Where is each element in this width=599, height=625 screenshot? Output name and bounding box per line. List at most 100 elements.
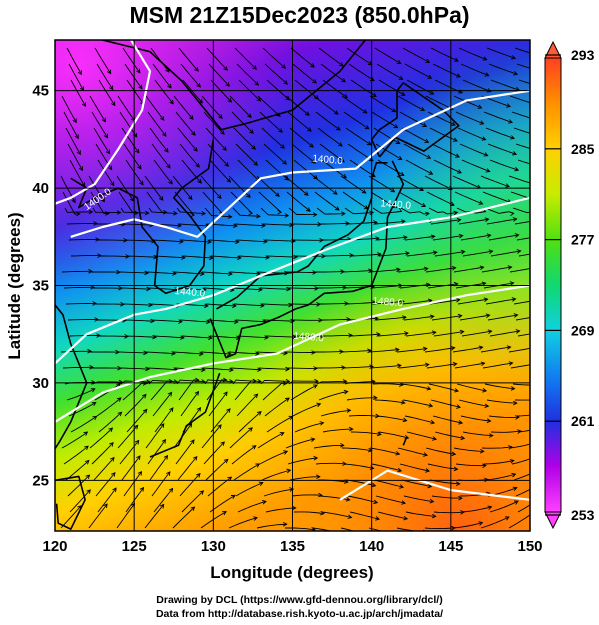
streamline	[144, 351, 176, 355]
streamline	[150, 380, 173, 401]
streamline	[200, 351, 231, 355]
streamline	[482, 191, 512, 203]
streamline	[457, 298, 488, 305]
streamline-arrow	[222, 377, 228, 383]
streamline	[230, 367, 261, 371]
streamline	[516, 237, 530, 241]
streamline-arrow	[316, 402, 322, 408]
streamline-arrow	[511, 55, 517, 60]
streamline-arrow	[256, 97, 262, 102]
streamline	[397, 95, 425, 111]
streamline-arrow	[223, 458, 229, 464]
streamline-arrow	[452, 361, 458, 367]
streamline	[201, 95, 223, 119]
streamline	[374, 399, 405, 404]
streamline	[347, 495, 378, 504]
streamline	[66, 222, 97, 225]
streamline	[229, 427, 253, 449]
streamline-arrow	[541, 397, 545, 401]
streamline	[204, 379, 233, 385]
streamline-arrow	[515, 415, 520, 420]
streamline	[145, 423, 165, 449]
streamline	[509, 443, 530, 449]
streamline	[404, 415, 435, 424]
streamline	[371, 111, 398, 128]
streamline	[69, 489, 91, 513]
streamline	[60, 505, 82, 529]
streamline-arrow	[253, 161, 258, 166]
streamline	[452, 522, 483, 529]
streamline	[151, 319, 182, 323]
streamline-arrow	[506, 345, 512, 350]
streamline-arrow	[253, 516, 259, 521]
streamline-arrow	[483, 297, 489, 302]
streamline	[430, 47, 459, 62]
streamline-arrow	[220, 130, 225, 135]
streamline-arrow	[372, 300, 377, 305]
streamline-arrow	[163, 209, 168, 215]
streamline-arrow	[425, 58, 431, 63]
streamline	[119, 440, 140, 465]
streamline	[126, 255, 158, 258]
plot-frame	[54, 39, 531, 532]
streamline-arrow	[196, 406, 202, 412]
streamline	[181, 159, 202, 184]
streamline-arrow	[194, 67, 199, 72]
streamline-arrow	[289, 487, 295, 492]
streamline	[316, 380, 347, 385]
streamline	[487, 314, 518, 321]
y-tick-label: 25	[32, 472, 49, 489]
streamline-arrow	[218, 114, 223, 119]
streamline	[375, 143, 402, 160]
streamline	[428, 383, 459, 392]
streamline	[232, 207, 261, 217]
streamline-arrow	[422, 122, 428, 127]
streamline-arrow	[455, 481, 461, 487]
streamline-arrow	[508, 445, 513, 450]
streamline	[154, 255, 185, 259]
streamline-arrow	[169, 99, 174, 105]
streamline-arrow	[478, 521, 484, 526]
streamline-arrow	[400, 400, 406, 405]
streamline	[515, 143, 530, 149]
streamline-arrow	[318, 492, 323, 498]
streamline-arrow	[89, 365, 94, 370]
streamline-arrow	[420, 106, 426, 112]
streamline-arrow	[513, 500, 519, 505]
streamline	[175, 439, 195, 465]
streamline	[490, 430, 521, 433]
colorbar-labels: 293 285 277 269 261 253	[545, 47, 595, 523]
streamline	[151, 143, 171, 169]
streamline	[93, 457, 115, 481]
streamline	[151, 471, 171, 497]
streamline	[406, 431, 437, 440]
streamline	[400, 383, 431, 390]
wind-streamlines	[60, 47, 545, 531]
streamline	[284, 175, 309, 196]
streamline	[369, 95, 396, 113]
streamline	[122, 223, 154, 226]
streamline-arrow	[399, 484, 405, 489]
streamline-arrow	[217, 194, 222, 199]
streamline-arrow	[234, 319, 239, 325]
streamline-arrow	[204, 303, 209, 309]
streamline-arrow	[361, 189, 367, 194]
streamline-arrow	[142, 381, 148, 386]
streamline-arrow	[539, 383, 543, 387]
streamline-arrow	[375, 236, 380, 241]
streamline-arrow	[537, 118, 541, 122]
streamline	[369, 447, 400, 455]
streamline-arrow	[281, 64, 287, 69]
streamline-arrow	[458, 420, 464, 425]
streamline-arrow	[248, 210, 254, 216]
streamline-arrow	[426, 154, 432, 159]
streamline-arrow	[488, 433, 494, 438]
streamline-arrow	[88, 209, 94, 215]
streamline-arrow	[395, 347, 400, 353]
streamline	[292, 403, 321, 417]
streamline-arrow	[168, 487, 174, 493]
streamline	[147, 287, 179, 291]
streamline-arrow	[278, 128, 283, 133]
streamline	[117, 271, 149, 274]
streamline-arrow	[402, 315, 407, 320]
